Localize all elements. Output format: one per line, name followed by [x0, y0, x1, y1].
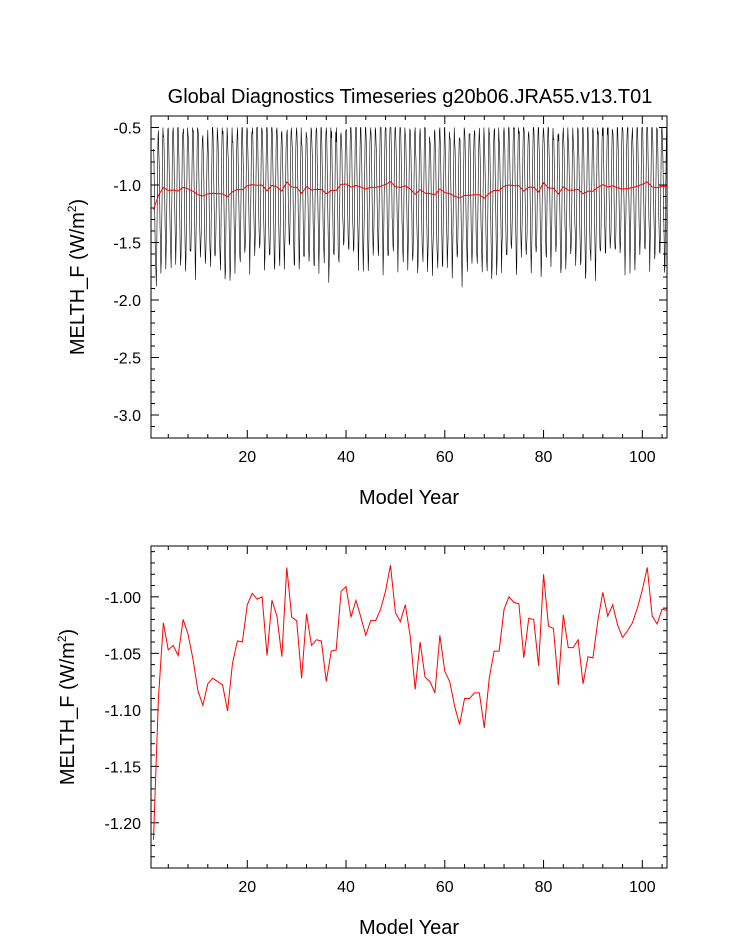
annual-mean-line — [152, 181, 668, 210]
chart-title: Global Diagnostics Timeseries g20b06.JRA… — [168, 86, 653, 108]
bottom-y-tick-label: -1.10 — [105, 703, 142, 720]
annual-mean-line — [152, 565, 668, 840]
bottom-x-tick-label: 20 — [238, 879, 256, 896]
bottom-x-tick-label: 60 — [436, 879, 454, 896]
top-y-tick-label: -2.5 — [113, 351, 141, 368]
top-y-tick-label: -1.0 — [113, 178, 141, 195]
top-axis-ticks: 20 40 60 80 100 -0.5 -1.0 -1.5 -2.0 -2.5 -3.0 — [113, 115, 667, 466]
bottom-plot-frame — [150, 545, 668, 869]
monthly-series-line — [153, 126, 667, 288]
top-y-axis-label: MELTH_F (W/m2) — [65, 199, 89, 355]
top-x-tick-label: 40 — [337, 449, 355, 466]
bottom-axis-ticks: 20 40 60 80 100 -1.00 -1.05 -1.10 -1.15 -1.20 — [105, 546, 667, 896]
top-x-tick-label: 100 — [629, 449, 656, 466]
top-y-tick-label: -0.5 — [113, 121, 141, 138]
bottom-x-tick-label: 80 — [535, 879, 553, 896]
bottom-x-tick-label: 40 — [337, 879, 355, 896]
top-x-axis-label: Model Year — [359, 487, 459, 509]
bottom-y-tick-label: -1.00 — [105, 590, 142, 607]
top-series-lines — [152, 126, 668, 288]
top-x-tick-label: 60 — [436, 449, 454, 466]
bottom-panel: 20 40 60 80 100 -1.00 -1.05 -1.10 -1.15 -1.20 Mod… — [55, 545, 668, 939]
bottom-y-tick-label: -1.20 — [105, 816, 142, 833]
bottom-y-tick-label: -1.15 — [105, 759, 142, 776]
top-y-tick-label: -3.0 — [113, 408, 141, 425]
bottom-x-tick-label: 100 — [629, 879, 656, 896]
top-y-tick-label: -2.0 — [113, 293, 141, 310]
top-x-tick-label: 20 — [238, 449, 256, 466]
bottom-y-tick-label: -1.05 — [105, 646, 142, 663]
bottom-x-axis-label: Model Year — [359, 917, 459, 939]
top-x-tick-label: 80 — [535, 449, 553, 466]
top-y-tick-label: -1.5 — [113, 236, 141, 253]
bottom-series-lines — [152, 565, 668, 840]
top-panel: 20 40 60 80 100 -0.5 -1.0 -1.5 -2.0 -2.5 -3.0 Mode… — [65, 115, 668, 509]
bottom-y-axis-label: MELTH_F (W/m2) — [55, 629, 79, 785]
